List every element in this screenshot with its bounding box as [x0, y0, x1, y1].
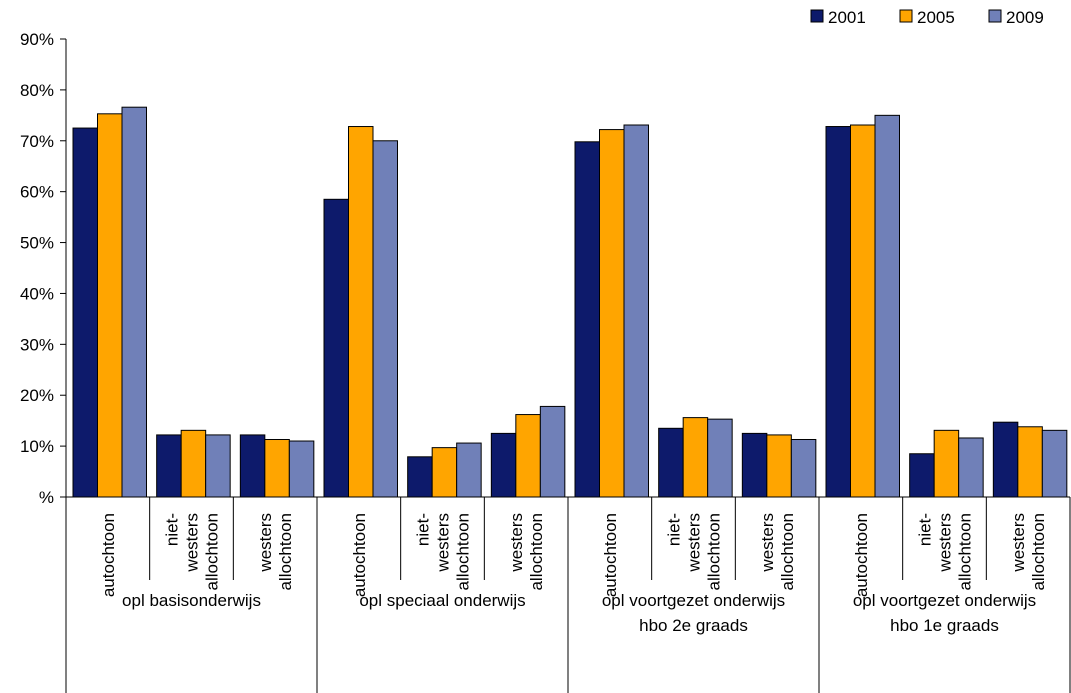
bar-2005-5 [515, 414, 541, 498]
category-label: allochtoon [454, 513, 473, 591]
category-label: westers [507, 513, 526, 573]
bar-2005-10 [933, 429, 960, 498]
category-label: autochtoon [350, 513, 369, 597]
bar-2005-6 [599, 129, 625, 498]
bar-2009-1 [205, 434, 231, 498]
category-label: autochtoon [852, 513, 871, 597]
group-label: opl voortgezet onderwijs [602, 591, 785, 610]
bar-2005-8 [766, 434, 792, 498]
legend-label-2005: 2005 [917, 8, 955, 27]
y-tick-label: 90% [20, 30, 54, 49]
bar-2001-8 [741, 432, 768, 498]
y-tick-label: 70% [20, 132, 54, 151]
category-label: westers [936, 513, 955, 573]
bar-2009-2 [288, 440, 315, 498]
category-label: autochtoon [99, 513, 118, 597]
legend-swatch-2001 [810, 9, 824, 23]
y-tick-label: 80% [20, 81, 54, 100]
legend-label-2001: 2001 [828, 8, 866, 27]
bars [72, 106, 1068, 498]
bar-2009-10 [958, 437, 984, 498]
group-label: hbo 2e graads [639, 616, 748, 635]
bar-2001-6 [574, 141, 600, 498]
bar-2001-10 [909, 453, 935, 498]
bar-2009-8 [790, 438, 817, 498]
bar-2001-3 [323, 198, 349, 498]
bar-2009-6 [623, 124, 649, 498]
bar-2009-9 [874, 114, 900, 498]
bar-2001-4 [407, 456, 433, 498]
category-label: allochtoon [276, 513, 295, 591]
y-tick-label: 50% [20, 234, 54, 253]
category-label: westers [685, 513, 704, 573]
y-tick-label: 30% [20, 335, 54, 354]
bar-2001-2 [239, 434, 266, 498]
axes [65, 39, 1070, 498]
bar-2001-5 [490, 432, 517, 498]
category-label: allochtoon [203, 513, 222, 591]
category-label: allochtoon [1029, 513, 1048, 591]
y-tick-label: 60% [20, 183, 54, 202]
category-label: westers [256, 513, 275, 573]
category-label: allochtoon [778, 513, 797, 591]
bar-2005-3 [348, 126, 374, 498]
legend: 2001 2005 2009 [810, 8, 1044, 27]
category-label: niet- [163, 513, 182, 546]
group-label: hbo 1e graads [890, 616, 999, 635]
y-axis-ticks: % 10% 20% 30% 40% 50% 60% 70% 80% 90% [20, 30, 66, 507]
legend-swatch-2005 [899, 9, 913, 23]
category-label: allochtoon [956, 513, 975, 591]
category-label: allochtoon [527, 513, 546, 591]
bar-2005-2 [264, 438, 290, 498]
bar-2005-1 [180, 429, 207, 498]
bar-2001-0 [72, 127, 98, 498]
y-tick-label: 20% [20, 386, 54, 405]
bar-2001-11 [992, 421, 1019, 498]
bar-2009-5 [539, 405, 566, 498]
category-label: autochtoon [601, 513, 620, 597]
category-label: westers [434, 513, 453, 573]
category-label: niet- [665, 513, 684, 546]
bar-2009-3 [372, 140, 398, 498]
bar-2005-9 [850, 124, 876, 498]
group-label: opl basisonderwijs [122, 591, 261, 610]
category-label: westers [758, 513, 777, 573]
y-tick-label: 40% [20, 284, 54, 303]
group-label: opl speciaal onderwijs [359, 591, 525, 610]
bar-2005-4 [431, 447, 458, 498]
category-label: niet- [414, 513, 433, 546]
bar-2009-7 [707, 418, 733, 498]
bar-2005-11 [1017, 426, 1043, 498]
legend-label-2009: 2009 [1006, 8, 1044, 27]
bar-2005-0 [97, 113, 123, 498]
y-tick-label: % [39, 488, 54, 507]
group-label: opl voortgezet onderwijs [853, 591, 1036, 610]
bar-2009-4 [456, 442, 482, 498]
bar-2005-7 [682, 417, 709, 498]
bar-2001-7 [658, 427, 684, 498]
bar-2001-1 [156, 434, 182, 498]
bar-2009-0 [121, 106, 147, 498]
y-tick-label: 10% [20, 437, 54, 456]
legend-swatch-2009 [988, 9, 1002, 23]
category-label: westers [1009, 513, 1028, 573]
bar-2009-11 [1041, 429, 1068, 498]
x-axis-labels: autochtoon niet-westers allochtoon westers a… [65, 497, 1071, 693]
category-label: allochtoon [705, 513, 724, 591]
category-label: westers [183, 513, 202, 573]
bar-2001-9 [825, 126, 851, 498]
category-label: niet- [916, 513, 935, 546]
